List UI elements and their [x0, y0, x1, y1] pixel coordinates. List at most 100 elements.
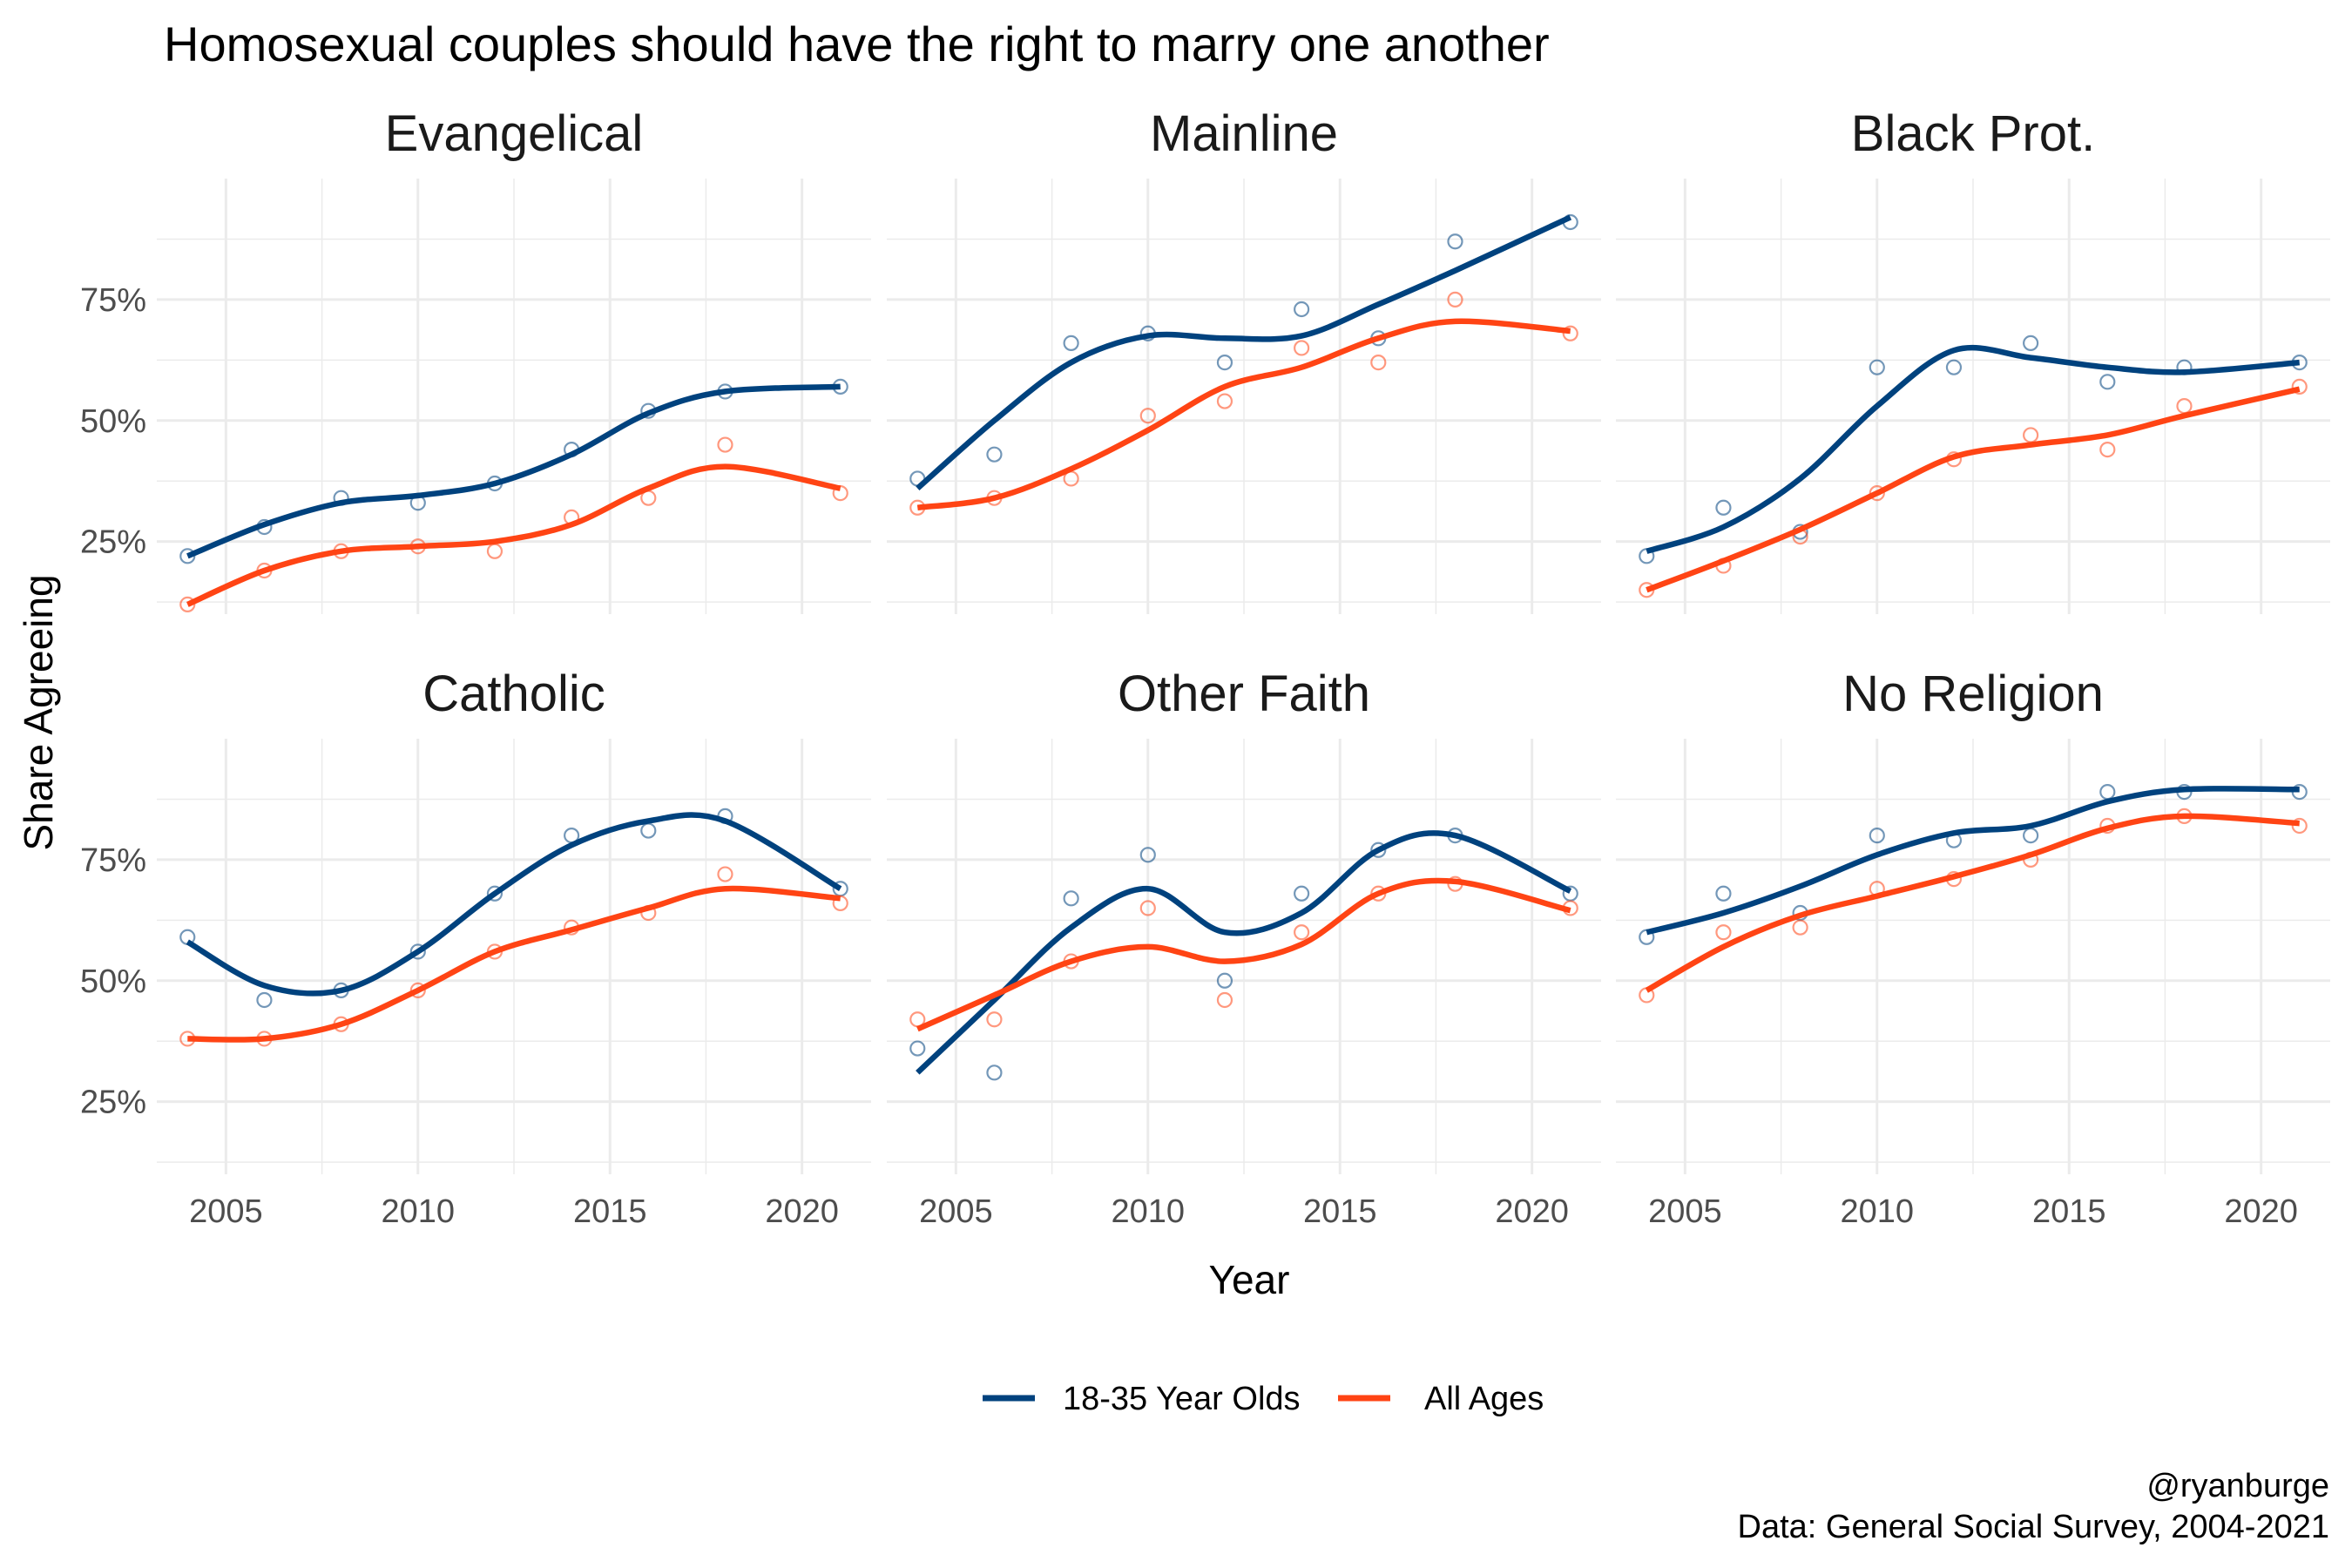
point-all — [486, 543, 504, 559]
panels: Evangelical 25% 50% 75% Mainline Black Prot. C… — [80, 105, 2330, 1230]
caption-handle: @ryanburge — [2146, 1468, 2329, 1504]
point-young — [1715, 499, 1732, 516]
point-young — [256, 991, 273, 1009]
point-all — [1139, 408, 1156, 424]
line-young — [186, 383, 841, 559]
point-all — [2291, 378, 2308, 395]
point-young — [1869, 359, 1885, 375]
chart-title: Homosexual couples should have the right… — [164, 17, 1550, 71]
point-all — [1869, 485, 1885, 502]
point-young — [1294, 301, 1310, 318]
x-tick-label: 2010 — [1112, 1193, 1186, 1230]
point-all — [986, 1011, 1003, 1028]
line-young — [916, 830, 1572, 1075]
point-all — [1139, 900, 1156, 916]
line-all — [186, 463, 841, 607]
point-all — [2291, 817, 2308, 835]
point-all — [2176, 398, 2193, 415]
x-tick-label: 2020 — [765, 1193, 839, 1230]
point-all — [717, 436, 733, 453]
y-tick-label: 50% — [80, 963, 146, 1000]
panel-title-mainline: Mainline — [1150, 105, 1338, 162]
point-all — [1447, 291, 1463, 308]
point-young — [1715, 885, 1732, 902]
point-all — [2099, 442, 2116, 458]
x-tick-label: 2015 — [1303, 1193, 1377, 1230]
panel-catholic: Catholic 25% 50% 75% 2005 2010 2015 2020 — [80, 666, 871, 1230]
point-young — [486, 885, 504, 902]
point-young — [409, 943, 426, 960]
x-tick-label: 2010 — [382, 1193, 456, 1230]
x-tick-label: 2020 — [1495, 1193, 1569, 1230]
y-axis-title: Share Agreeing — [16, 574, 61, 850]
line-all — [1646, 386, 2301, 593]
point-all — [1562, 325, 1578, 341]
point-all — [2023, 427, 2039, 443]
panel-no-religion: No Religion 2005 2010 2015 2020 — [1616, 666, 2330, 1230]
x-tick-label: 2005 — [919, 1193, 993, 1230]
line-all — [1645, 813, 2300, 993]
point-all — [1216, 991, 1233, 1009]
line-young — [186, 812, 842, 997]
panel-evangelical: Evangelical 25% 50% 75% — [80, 105, 871, 614]
point-young — [640, 822, 657, 839]
line-all — [187, 885, 841, 1043]
line-young — [1646, 786, 2300, 936]
point-young — [1216, 972, 1233, 989]
point-young — [1063, 335, 1079, 351]
panel-title-evangelical: Evangelical — [385, 105, 644, 162]
point-all — [717, 866, 733, 882]
panel-title-no-religion: No Religion — [1842, 666, 2104, 722]
point-all — [1294, 340, 1310, 356]
panel-title-black-prot: Black Prot. — [1851, 105, 2095, 162]
point-young — [2023, 828, 2039, 844]
point-young — [1294, 885, 1310, 902]
point-young — [1945, 359, 1963, 375]
line-young — [916, 214, 1572, 491]
panel-title-catholic: Catholic — [422, 666, 605, 722]
x-tick-label: 2005 — [189, 1193, 263, 1230]
legend: 18-35 Year Olds All Ages — [983, 1381, 1544, 1417]
y-tick-label: 25% — [80, 1085, 146, 1121]
panel-other-faith: Other Faith 2005 2010 2015 2020 — [887, 666, 1601, 1230]
point-young — [1063, 890, 1079, 907]
line-all — [916, 877, 1571, 1032]
point-young — [1139, 847, 1156, 863]
point-young — [1216, 355, 1233, 371]
point-all — [1715, 924, 1732, 941]
point-young — [909, 1040, 926, 1057]
x-tick-label: 2005 — [1648, 1193, 1722, 1230]
point-all — [1216, 393, 1233, 409]
x-tick-label: 2010 — [1841, 1193, 1915, 1230]
point-young — [1447, 233, 1463, 250]
point-young — [2099, 784, 2116, 801]
point-all — [1370, 355, 1387, 371]
point-young — [986, 1064, 1003, 1081]
point-young — [1370, 841, 1387, 858]
point-all — [179, 596, 196, 612]
x-tick-label: 2015 — [573, 1193, 647, 1230]
legend-label-all: All Ages — [1424, 1381, 1544, 1417]
caption-source: Data: General Social Survey, 2004-2021 — [1738, 1509, 2329, 1545]
y-tick-label: 75% — [80, 842, 146, 879]
panel-title-other-faith: Other Faith — [1118, 666, 1370, 722]
y-tick-label: 25% — [80, 524, 146, 561]
point-all — [409, 982, 426, 998]
x-tick-label: 2015 — [2032, 1193, 2106, 1230]
point-young — [2023, 335, 2039, 351]
y-tick-label: 50% — [80, 403, 146, 440]
panel-black-prot: Black Prot. — [1616, 105, 2330, 614]
point-young — [2099, 374, 2116, 390]
legend-label-young: 18-35 Year Olds — [1063, 1381, 1301, 1417]
point-young — [986, 446, 1003, 463]
line-all — [916, 318, 1571, 511]
point-all — [1792, 919, 1808, 936]
point-young — [1869, 828, 1885, 844]
line-young — [1646, 344, 2300, 554]
point-all — [1294, 924, 1310, 941]
y-tick-label: 75% — [80, 282, 146, 319]
x-tick-label: 2020 — [2224, 1193, 2298, 1230]
panel-mainline: Mainline — [887, 105, 1601, 614]
x-axis-title: Year — [1209, 1257, 1290, 1302]
